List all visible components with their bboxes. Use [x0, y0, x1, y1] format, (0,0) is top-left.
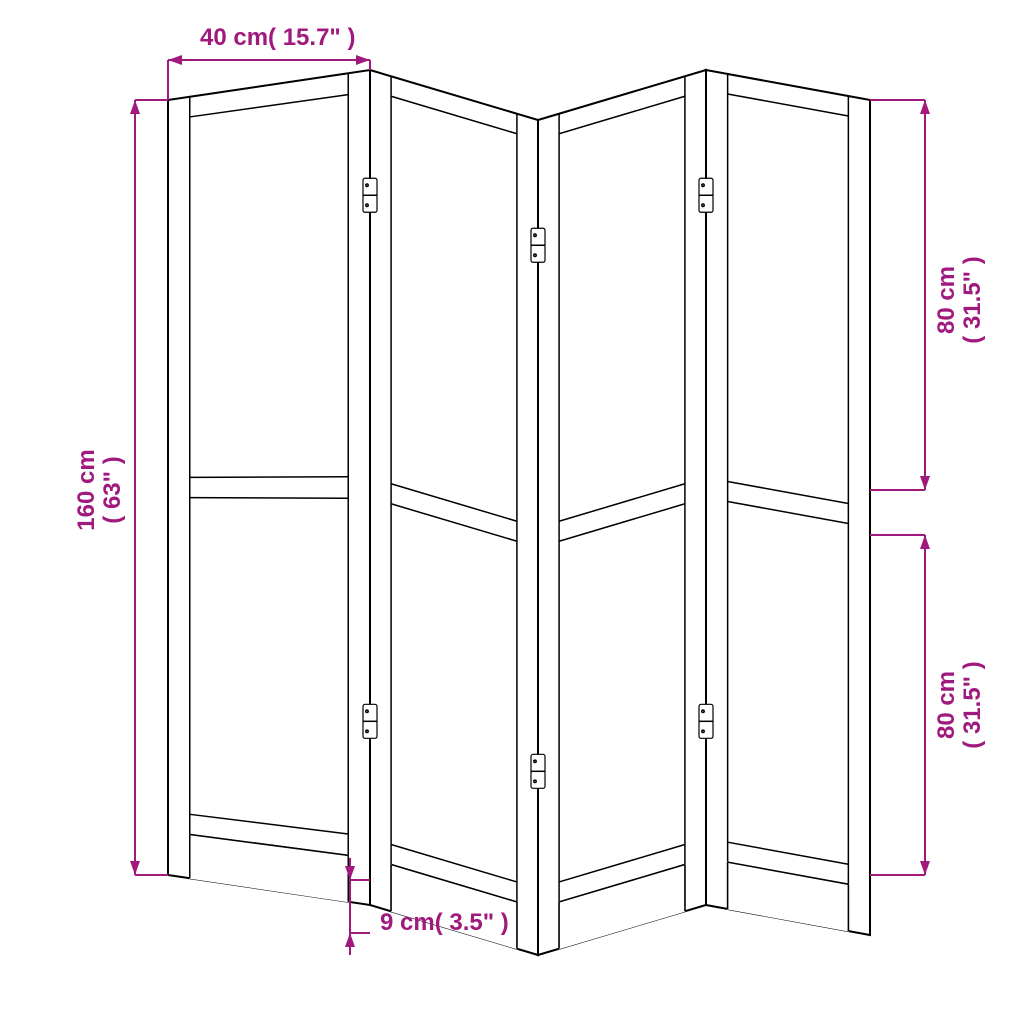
dim-label-total-height: 160 cm( 63" ) [73, 449, 126, 530]
dim-label-lower-section: 80 cm( 31.5" ) [933, 661, 986, 748]
dim-label-leg-clearance: 9 cm( 3.5" ) [380, 909, 509, 936]
dimension-diagram: 40 cm( 15.7" ) 160 cm( 63" ) 80 cm( 31.5"… [0, 0, 1024, 1024]
dim-label-panel-width: 40 cm( 15.7" ) [200, 24, 355, 51]
dim-label-upper-section: 80 cm( 31.5" ) [933, 256, 986, 343]
room-divider-drawing [168, 70, 870, 955]
